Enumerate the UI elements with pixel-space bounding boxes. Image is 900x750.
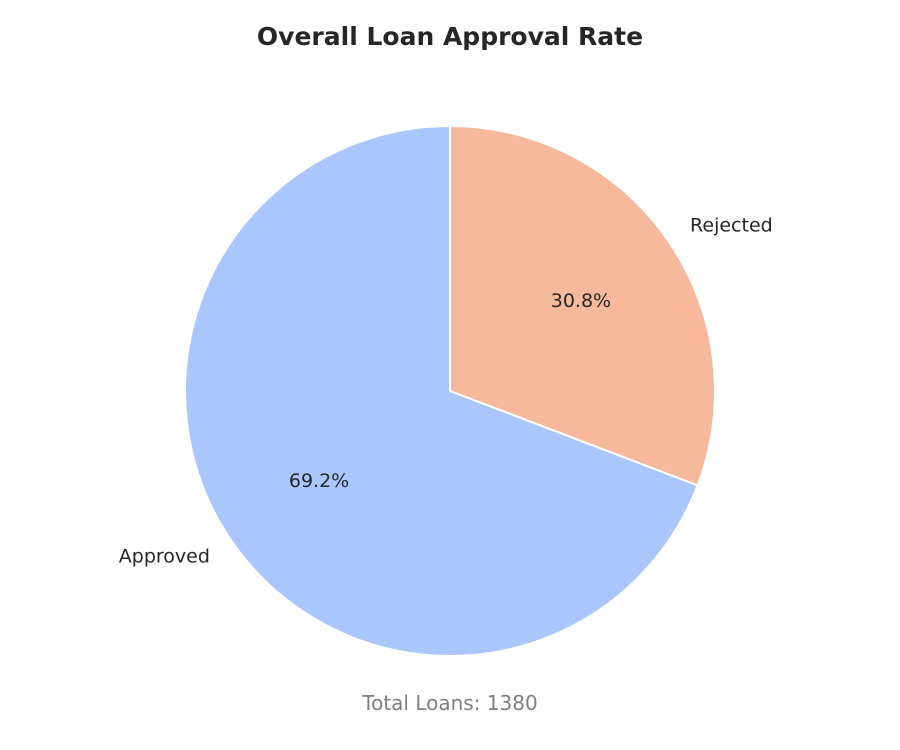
pie-slice-approved [184, 125, 699, 657]
chart-title: Overall Loan Approval Rate [256, 22, 644, 51]
pie-slices [184, 125, 716, 657]
pie-slice-rejected [449, 125, 716, 487]
pie-labels: 30.8% Rejected 69.2% Approved [119, 215, 773, 568]
pie-pct-label-rejected: 30.8% [551, 290, 611, 312]
pie-category-label-approved: Approved [119, 545, 210, 567]
pie-pct-label-approved: 69.2% [289, 470, 349, 492]
total-loans-note: Total Loans: 1380 [362, 691, 538, 715]
pie-category-label-rejected: Rejected [690, 215, 773, 237]
